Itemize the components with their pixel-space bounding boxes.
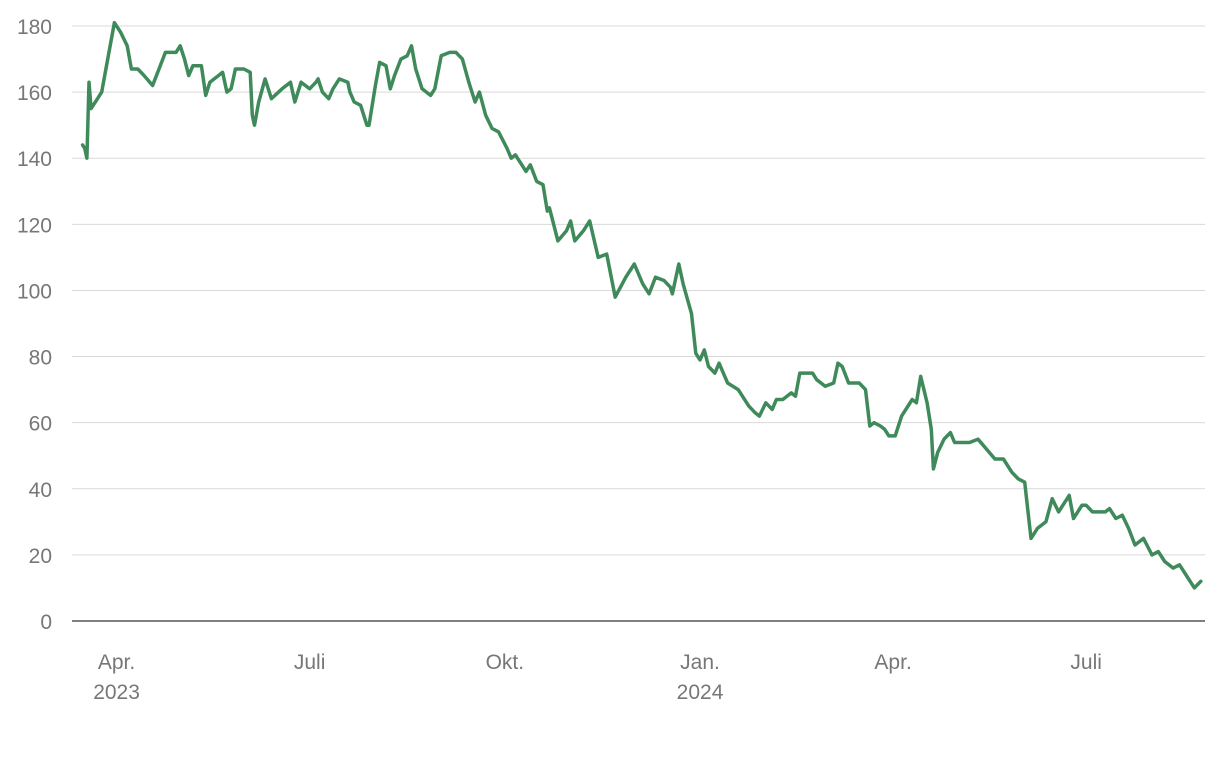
x-tick-label: Okt.	[486, 651, 525, 674]
x-tick-label: Apr.	[98, 651, 135, 674]
gridlines	[72, 25, 1205, 556]
series-line	[80, 20, 1203, 590]
y-tick-label: 40	[29, 479, 52, 502]
y-tick-label: 60	[29, 413, 52, 436]
x-tick-label: Jan.	[680, 651, 720, 674]
x-tick-label: Apr.	[874, 651, 911, 674]
y-tick-label: 120	[17, 214, 52, 237]
x-tick-label: Juli	[1070, 651, 1102, 674]
x-tick-year-label: 2024	[677, 681, 724, 704]
y-axis-ticks: 0 20 40 60 80 100 120 140 160 180	[17, 16, 52, 634]
y-tick-label: 80	[29, 347, 52, 370]
x-axis-ticks: Apr. 2023 Juli Okt. Jan. 2024 Apr. Juli	[93, 651, 1102, 704]
y-tick-label: 180	[17, 16, 52, 39]
x-tick-label: Juli	[294, 651, 326, 674]
y-tick-label: 0	[40, 611, 52, 634]
x-tick-year-label: 2023	[93, 681, 140, 704]
series-layer	[80, 20, 1203, 590]
y-tick-label: 100	[17, 280, 52, 303]
y-tick-label: 140	[17, 148, 52, 171]
y-tick-label: 20	[29, 545, 52, 568]
y-tick-label: 160	[17, 82, 52, 105]
